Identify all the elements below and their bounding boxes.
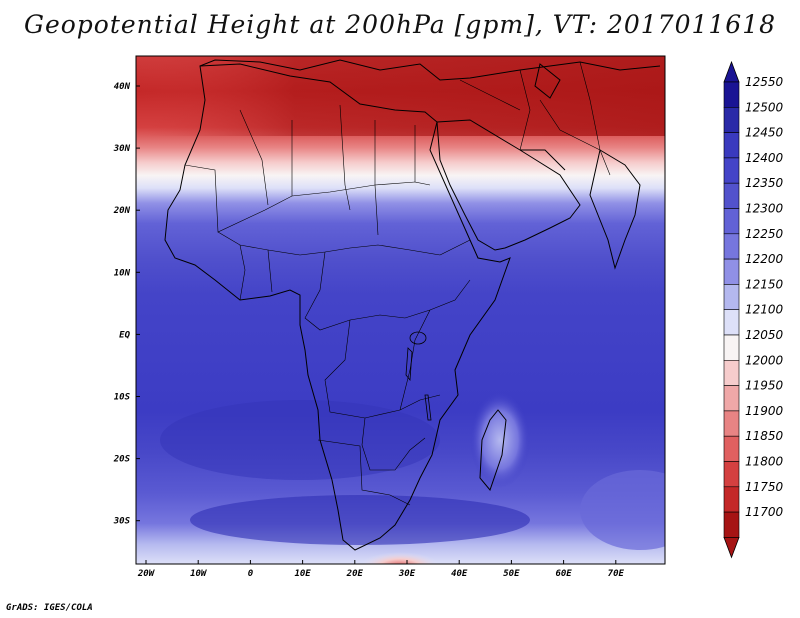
y-axis: 40N 30N 20N 10N EQ 10S 20S 30S <box>113 82 140 527</box>
x-tick-label: 40E <box>451 569 468 579</box>
colorbar-label: 12350 <box>745 176 784 190</box>
lake-malawi <box>424 394 432 421</box>
colorbar-label: 11750 <box>745 480 784 494</box>
colorbar-label: 11800 <box>745 455 784 469</box>
x-tick-label: 20E <box>346 569 364 579</box>
height-field <box>136 56 665 564</box>
colorbar-label: 11850 <box>745 429 784 443</box>
colorbar-segment <box>723 461 740 488</box>
colorbar-segment <box>723 435 740 462</box>
colorbar-segment <box>723 359 740 386</box>
colorbar-segment <box>723 233 740 260</box>
colorbar-segment <box>723 107 740 133</box>
africa-coastline <box>164 63 511 551</box>
y-tick-label: EQ <box>119 330 130 340</box>
arabia-coastline <box>436 119 581 251</box>
y-tick-label: 40N <box>114 82 131 92</box>
colorbar-label: 11900 <box>745 404 784 418</box>
colorbar-segment <box>723 309 740 336</box>
colorbar-label: 12200 <box>745 252 784 266</box>
y-tick-label: 30N <box>113 144 131 154</box>
colorbar-segment <box>723 511 740 538</box>
lakes <box>405 331 432 421</box>
colorbar-segment <box>723 208 740 235</box>
x-tick-label: 30E <box>398 569 416 579</box>
colorbar-label: 12550 <box>745 75 784 89</box>
persian-gulf-coastline <box>520 149 566 171</box>
colorbar-segment <box>723 132 740 159</box>
colorbar-label: 11950 <box>745 379 784 393</box>
colorbar-segment <box>723 410 740 437</box>
colorbar-label: 12150 <box>745 277 784 291</box>
x-axis: 20W 10W 0 10E 20E 30E 40E 50E 60E 70E <box>137 560 625 579</box>
x-tick-label: 0 <box>248 569 254 579</box>
colorbar-label: 12100 <box>745 303 784 317</box>
x-tick-label: 10E <box>294 569 311 579</box>
lake-tanganyika <box>405 347 413 382</box>
x-tick-label: 50E <box>503 569 520 579</box>
colorbar-segment <box>723 284 740 310</box>
plot-frame <box>135 55 666 565</box>
colorbar-label: 12500 <box>745 100 784 114</box>
colorbar-segment <box>723 258 740 285</box>
colorbar-label: 12000 <box>745 353 784 367</box>
x-tick-label: 10W <box>190 569 208 579</box>
colorbar-lower-arrow <box>723 537 740 559</box>
india-coastline <box>589 149 641 270</box>
colorbar-label: 12400 <box>745 151 784 165</box>
madagascar-coastline <box>479 409 507 492</box>
y-tick-label: 30S <box>113 517 131 527</box>
y-tick-label: 10S <box>114 393 131 403</box>
country-borders <box>184 61 611 506</box>
colorbar-label: 12450 <box>745 126 784 140</box>
colorbar-segment <box>723 81 740 108</box>
colorbar-segment <box>723 334 740 361</box>
x-tick-label: 20W <box>137 569 156 579</box>
map-title: Geopotential Height at 200hPa [gpm], VT:… <box>23 10 777 39</box>
colorbar-label: 12050 <box>745 328 784 342</box>
y-tick-label: 10N <box>114 268 131 278</box>
colorbar-label: 11700 <box>745 505 784 519</box>
grads-credit: GrADS: IGES/COLA <box>6 603 93 613</box>
colorbar-segment <box>723 385 740 412</box>
x-tick-label: 60E <box>555 569 572 579</box>
caspian-coastline <box>534 63 561 99</box>
colorbar-label: 12250 <box>745 227 784 241</box>
y-tick-label: 20N <box>113 206 131 216</box>
colorbar: 12550 12500 12450 12400 12350 12300 12250 12200… <box>723 60 784 559</box>
colorbar-segment <box>723 486 740 513</box>
lake-victoria <box>409 331 427 345</box>
colorbar-upper-arrow <box>723 60 740 83</box>
x-tick-label: 70E <box>608 569 625 579</box>
y-tick-label: 20S <box>113 455 131 465</box>
colorbar-segment <box>723 157 740 184</box>
colorbar-segment <box>723 182 740 209</box>
colorbar-label: 12300 <box>745 202 784 216</box>
